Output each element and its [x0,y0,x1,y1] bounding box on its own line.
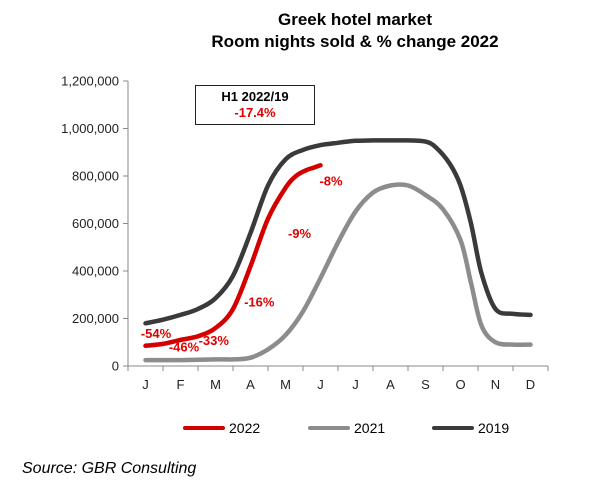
y-tick-label: 1,200,000 [61,74,119,89]
series-line-2021 [143,182,533,363]
x-tick-label: J [317,377,324,392]
y-tick-label: 200,000 [72,311,119,326]
y-tick-label: 1,000,000 [61,121,119,136]
x-tick-label: N [491,377,500,392]
h1-summary-value: -17.4% [234,105,276,120]
x-tick-label: D [526,377,535,392]
legend-label-2022: 2022 [229,420,261,436]
h1-summary-box: H1 2022/19 -17.4% [195,85,315,125]
chart-subtitle: Room nights sold & % change 2022 [211,32,499,51]
pct-change-label: -54% [141,326,172,341]
y-tick-label: 0 [112,359,119,374]
y-tick-label: 800,000 [72,169,119,184]
series-line-2022 [143,163,323,349]
pct-change-label: -16% [244,295,275,310]
legend-swatch-2019 [432,426,474,430]
x-tick-label: M [280,377,291,392]
y-tick-label: 600,000 [72,216,119,231]
x-tick-label: M [210,377,221,392]
x-tick-label: A [246,377,255,392]
x-tick-label: S [421,377,430,392]
legend-item-2019: 2019 [432,418,509,438]
x-tick-label: F [177,377,185,392]
source-note: Source: GBR Consulting [22,460,197,477]
pct-change-label: -8% [319,174,343,189]
x-tick-label: O [455,377,465,392]
x-tick-label: J [352,377,359,392]
pct-change-label: -33% [199,333,230,348]
chart-title: Greek hotel market [277,10,432,29]
x-tick-label: J [142,377,149,392]
pct-change-label: -46% [169,339,200,354]
legend-item-2021: 2021 [308,418,385,438]
series-line-2019 [143,138,533,326]
legend-swatch-2021 [308,426,350,430]
pct-change-label: -9% [288,226,312,241]
legend-label-2019: 2019 [478,420,510,436]
legend-item-2022: 2022 [183,418,260,438]
legend-label-2021: 2021 [354,420,386,436]
y-tick-label: 400,000 [72,264,119,279]
h1-summary-title: H1 2022/19 [221,89,289,104]
x-tick-label: A [386,377,395,392]
legend-swatch-2022 [183,426,225,430]
